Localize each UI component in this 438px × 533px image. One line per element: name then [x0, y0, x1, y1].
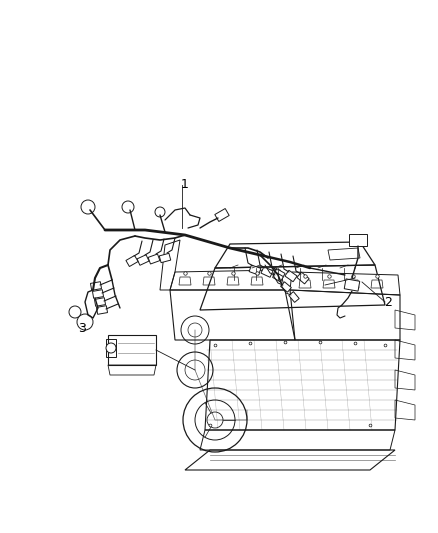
Polygon shape	[285, 270, 297, 282]
Text: 1: 1	[181, 179, 189, 191]
Polygon shape	[273, 269, 285, 279]
Polygon shape	[344, 279, 360, 291]
Polygon shape	[92, 289, 103, 298]
Circle shape	[155, 207, 165, 217]
Polygon shape	[297, 272, 309, 284]
Circle shape	[69, 306, 81, 318]
Polygon shape	[289, 292, 299, 302]
Circle shape	[106, 343, 116, 353]
Text: 2: 2	[384, 295, 392, 309]
Polygon shape	[148, 254, 160, 264]
Polygon shape	[91, 281, 102, 290]
Polygon shape	[137, 255, 149, 265]
Circle shape	[122, 201, 134, 213]
Polygon shape	[215, 208, 229, 222]
Polygon shape	[281, 282, 291, 292]
Polygon shape	[126, 255, 138, 266]
Circle shape	[77, 314, 93, 330]
Polygon shape	[249, 265, 261, 275]
Polygon shape	[159, 253, 171, 263]
Text: 3: 3	[78, 321, 86, 335]
Polygon shape	[272, 272, 283, 282]
Polygon shape	[95, 298, 106, 306]
Polygon shape	[349, 234, 367, 246]
Polygon shape	[96, 306, 108, 314]
Polygon shape	[261, 266, 273, 277]
Circle shape	[81, 200, 95, 214]
